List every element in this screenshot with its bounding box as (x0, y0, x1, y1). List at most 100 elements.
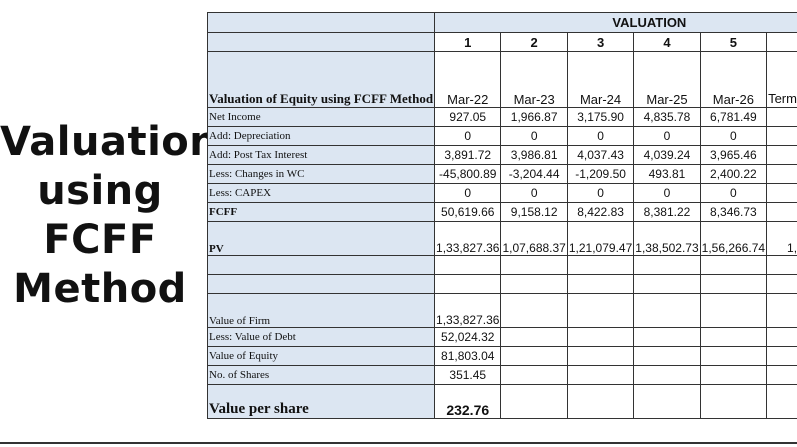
value-cell: 0 (633, 126, 701, 146)
date-cell: Mar-23 (500, 51, 568, 108)
table-title: VALUATION (434, 12, 797, 33)
value-cell: 0 (434, 183, 502, 203)
value-cell: 0 (566, 183, 635, 203)
blank-cell (566, 365, 635, 385)
table-row: Add: Depreciation 0 0 0 0 0 (206, 126, 797, 146)
blank-cell (500, 384, 568, 419)
blank-row (206, 255, 797, 275)
value-cell: 0 (566, 126, 635, 146)
blank-cell (633, 384, 701, 419)
slide-title-line: Method (13, 266, 187, 312)
blank-cell (699, 293, 768, 328)
summary-row: Value of Firm 1,33,827.36 (206, 293, 797, 328)
blank-cell (766, 274, 797, 294)
value-cell: 0 (434, 126, 502, 146)
blank-cell (766, 327, 797, 347)
summary-label: Value of Equity (206, 346, 436, 366)
period-5: 5 (699, 32, 768, 52)
date-cell: Mar-26 (699, 51, 768, 108)
value-cell: 1,38,502.73 (633, 221, 701, 256)
blank-cell (766, 365, 797, 385)
summary-row: Value of Equity 81,803.04 (206, 346, 797, 366)
value-cell (766, 126, 797, 146)
value-cell: 8,346.73 (699, 202, 768, 222)
value-cell: 6,781.49 (699, 107, 768, 127)
value-cell: 1,07,688.37 (500, 221, 568, 256)
blank-cell (206, 255, 436, 275)
value-cell (766, 183, 797, 203)
period-2: 2 (500, 32, 568, 52)
blank-cell (633, 255, 701, 275)
value-cell: 3,175.90 (566, 107, 635, 127)
row-label: Add: Depreciation (206, 126, 436, 146)
value-cell (766, 145, 797, 165)
date-row: Valuation of Equity using FCFF Method Ma… (206, 51, 797, 108)
value-cell: 8,381.22 (633, 202, 701, 222)
summary-value: 1,33,827.36 (434, 293, 502, 328)
blank-cell (566, 384, 635, 419)
value-per-share-row: Value per share 232.76 (206, 384, 797, 419)
summary-value: 52,024.32 (434, 327, 502, 347)
blank-cell (633, 327, 701, 347)
value-cell: 4,835.78 (633, 107, 701, 127)
value-cell: 0 (699, 126, 768, 146)
table-title-row: VALUATION (206, 12, 797, 33)
blank-cell (633, 293, 701, 328)
blank-cell (566, 255, 635, 275)
blank-cell (500, 327, 568, 347)
value-cell: 8,422.83 (566, 202, 635, 222)
row-label: Less: Changes in WC (206, 164, 436, 184)
slide-title-line: Valuation (0, 119, 219, 165)
period-3: 3 (566, 32, 635, 52)
value-cell: 2,400.22 (699, 164, 768, 184)
blank-cell (633, 365, 701, 385)
blank-cell (699, 365, 768, 385)
valuation-table: VALUATION 1 2 3 4 5 Valuation of Equity … (206, 12, 797, 419)
value-cell: 0 (500, 126, 568, 146)
slide-title-line: using (37, 168, 163, 214)
value-cell: -3,204.44 (500, 164, 568, 184)
blank-cell (766, 346, 797, 366)
row-label: PV (206, 221, 436, 256)
period-row: 1 2 3 4 5 (206, 32, 797, 52)
value-cell: 0 (699, 183, 768, 203)
blank-row (206, 274, 797, 294)
blank-cell (699, 346, 768, 366)
blank-cell (434, 255, 502, 275)
summary-value: 351.45 (434, 365, 502, 385)
period-4: 4 (633, 32, 701, 52)
blank-cell (434, 274, 502, 294)
value-cell: 50,619.66 (434, 202, 502, 222)
value-per-share: 232.76 (434, 384, 502, 419)
period-1: 1 (434, 32, 502, 52)
value-cell: 4,039.24 (633, 145, 701, 165)
blank-cell (633, 274, 701, 294)
blank-cell (699, 384, 768, 419)
value-cell: 1,21,079.47 (566, 221, 635, 256)
row-label: Add: Post Tax Interest (206, 145, 436, 165)
date-cell: Mar-22 (434, 51, 502, 108)
date-cell: Mar-24 (566, 51, 635, 108)
blank-cell (566, 346, 635, 366)
footer-divider (0, 442, 797, 444)
blank-cell (766, 384, 797, 419)
blank-cell (699, 255, 768, 275)
blank-cell (633, 346, 701, 366)
table-row: Add: Post Tax Interest 3,891.72 3,986.81… (206, 145, 797, 165)
blank-cell (566, 327, 635, 347)
blank-cell (500, 365, 568, 385)
table-row: PV 1,33,827.36 1,07,688.37 1,21,079.47 1… (206, 221, 797, 256)
slide-title: Valuation using FCFF Method (0, 118, 219, 314)
value-cell: 0 (633, 183, 701, 203)
table-row: FCFF 50,619.66 9,158.12 8,422.83 8,381.2… (206, 202, 797, 222)
value-cell (766, 107, 797, 127)
summary-label: Less: Value of Debt (206, 327, 436, 347)
date-cell: Mar-25 (633, 51, 701, 108)
blank-cell (699, 274, 768, 294)
terminal-growth-label: Terminal Growth (766, 51, 797, 108)
blank-cell (566, 274, 635, 294)
value-cell: 1,33,827.36 (434, 221, 502, 256)
value-cell: 3,965.46 (699, 145, 768, 165)
empty-cell (766, 32, 797, 52)
blank-cell (500, 274, 568, 294)
